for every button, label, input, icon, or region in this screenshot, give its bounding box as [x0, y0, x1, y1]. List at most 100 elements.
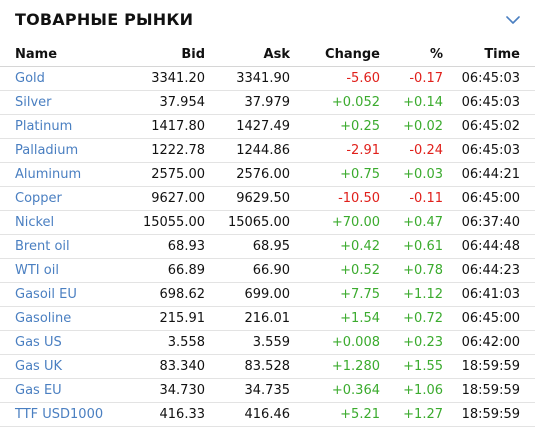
table-row: Nickel 15055.00 15065.00 +70.00 +0.47 06:37:4… — [0, 210, 535, 235]
percent-value: +1.27 — [380, 402, 443, 427]
percent-value: +0.61 — [380, 234, 443, 259]
ask-value: 37.979 — [205, 90, 290, 115]
instrument-name-link[interactable]: Aluminum — [0, 162, 113, 187]
time-value: 18:59:59 — [443, 354, 535, 379]
percent-value: +1.12 — [380, 282, 443, 307]
percent-value: -0.24 — [380, 138, 443, 163]
column-header-ask: Ask — [205, 42, 290, 67]
time-value: 06:44:23 — [443, 258, 535, 283]
table-row: Gasoline 215.91 216.01 +1.54 +0.72 06:45:00 — [0, 306, 535, 331]
time-value: 06:44:21 — [443, 162, 535, 187]
change-value: +0.52 — [290, 258, 380, 283]
instrument-name-link[interactable]: Copper — [0, 186, 113, 211]
ask-value: 2576.00 — [205, 162, 290, 187]
ask-value: 66.90 — [205, 258, 290, 283]
change-value: -5.60 — [290, 66, 380, 91]
ask-value: 699.00 — [205, 282, 290, 307]
change-value: +0.008 — [290, 330, 380, 355]
percent-value: +0.14 — [380, 90, 443, 115]
ask-value: 1244.86 — [205, 138, 290, 163]
column-header-time: Time — [443, 42, 535, 67]
instrument-name-link[interactable]: Gas EU — [0, 378, 113, 403]
change-value: +0.052 — [290, 90, 380, 115]
time-value: 06:37:40 — [443, 210, 535, 235]
ask-value: 1427.49 — [205, 114, 290, 139]
ask-value: 216.01 — [205, 306, 290, 331]
change-value: +70.00 — [290, 210, 380, 235]
percent-value: +0.72 — [380, 306, 443, 331]
bid-value: 2575.00 — [113, 162, 205, 187]
table-row: Silver 37.954 37.979 +0.052 +0.14 06:45:03 — [0, 90, 535, 115]
change-value: +5.21 — [290, 402, 380, 427]
bid-value: 9627.00 — [113, 186, 205, 211]
change-value: +1.280 — [290, 354, 380, 379]
column-header-name: Name — [0, 42, 113, 67]
change-value: -2.91 — [290, 138, 380, 163]
bid-value: 1417.80 — [113, 114, 205, 139]
percent-value: +1.06 — [380, 378, 443, 403]
instrument-name-link[interactable]: Gold — [0, 66, 113, 91]
instrument-name-link[interactable]: Palladium — [0, 138, 113, 163]
ask-value: 68.95 — [205, 234, 290, 259]
bid-value: 698.62 — [113, 282, 205, 307]
change-value: +0.25 — [290, 114, 380, 139]
bid-value: 68.93 — [113, 234, 205, 259]
instrument-name-link[interactable]: Gas US — [0, 330, 113, 355]
percent-value: +0.78 — [380, 258, 443, 283]
ask-value: 83.528 — [205, 354, 290, 379]
time-value: 06:45:03 — [443, 66, 535, 91]
percent-value: +0.03 — [380, 162, 443, 187]
time-value: 06:45:00 — [443, 186, 535, 211]
bid-value: 416.33 — [113, 402, 205, 427]
bid-value: 34.730 — [113, 378, 205, 403]
change-value: +0.42 — [290, 234, 380, 259]
instrument-name-link[interactable]: Brent oil — [0, 234, 113, 259]
time-value: 06:45:02 — [443, 114, 535, 139]
column-header-percent: % — [380, 42, 443, 67]
instrument-name-link[interactable]: Platinum — [0, 114, 113, 139]
table-row: WTI oil 66.89 66.90 +0.52 +0.78 06:44:23 — [0, 258, 535, 283]
table-row: Gas EU 34.730 34.735 +0.364 +1.06 18:59:59 — [0, 378, 535, 403]
ask-value: 3341.90 — [205, 66, 290, 91]
ask-value: 9629.50 — [205, 186, 290, 211]
percent-value: -0.17 — [380, 66, 443, 91]
instrument-name-link[interactable]: Nickel — [0, 210, 113, 235]
bid-value: 1222.78 — [113, 138, 205, 163]
instrument-name-link[interactable]: Gasoline — [0, 306, 113, 331]
table-row: TTF USD1000 416.33 416.46 +5.21 +1.27 18:59:5… — [0, 402, 535, 427]
instrument-name-link[interactable]: Silver — [0, 90, 113, 115]
instrument-name-link[interactable]: TTF USD1000 — [0, 402, 113, 427]
ask-value: 15065.00 — [205, 210, 290, 235]
bid-value: 215.91 — [113, 306, 205, 331]
time-value: 06:45:00 — [443, 306, 535, 331]
table-row: Gas UK 83.340 83.528 +1.280 +1.55 18:59:59 — [0, 354, 535, 379]
percent-value: +0.47 — [380, 210, 443, 235]
bid-value: 83.340 — [113, 354, 205, 379]
table-row: Palladium 1222.78 1244.86 -2.91 -0.24 06:45:0… — [0, 138, 535, 163]
table-row: Copper 9627.00 9629.50 -10.50 -0.11 06:45:00 — [0, 186, 535, 211]
time-value: 06:41:03 — [443, 282, 535, 307]
bid-value: 66.89 — [113, 258, 205, 283]
time-value: 06:44:48 — [443, 234, 535, 259]
ask-value: 416.46 — [205, 402, 290, 427]
instrument-name-link[interactable]: WTI oil — [0, 258, 113, 283]
bid-value: 37.954 — [113, 90, 205, 115]
table-row: Gasoil EU 698.62 699.00 +7.75 +1.12 06:41:03 — [0, 282, 535, 307]
change-value: +7.75 — [290, 282, 380, 307]
percent-value: +1.55 — [380, 354, 443, 379]
table-row: Gold 3341.20 3341.90 -5.60 -0.17 06:45:03 — [0, 66, 535, 91]
percent-value: +0.02 — [380, 114, 443, 139]
chevron-down-icon[interactable] — [505, 12, 521, 28]
time-value: 18:59:59 — [443, 378, 535, 403]
time-value: 06:42:00 — [443, 330, 535, 355]
percent-value: -0.11 — [380, 186, 443, 211]
change-value: -10.50 — [290, 186, 380, 211]
commodities-table: Name Bid Ask Change % Time Gold 3341.20 33… — [0, 42, 535, 427]
ask-value: 3.559 — [205, 330, 290, 355]
column-header-change: Change — [290, 42, 380, 67]
time-value: 06:45:03 — [443, 90, 535, 115]
change-value: +0.364 — [290, 378, 380, 403]
instrument-name-link[interactable]: Gas UK — [0, 354, 113, 379]
instrument-name-link[interactable]: Gasoil EU — [0, 282, 113, 307]
widget-title: ТОВАРНЫЕ РЫНКИ — [15, 10, 194, 29]
